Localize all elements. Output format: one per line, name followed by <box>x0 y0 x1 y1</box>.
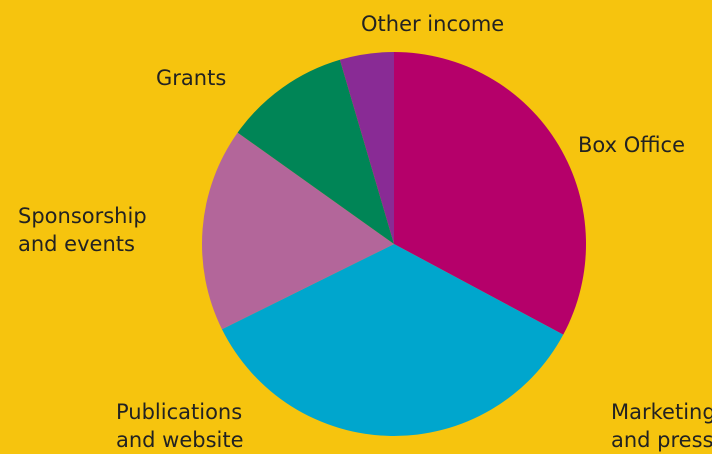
label-marketing-and-press: Marketing and press <box>611 400 712 452</box>
pie-slice-marketing-and-press <box>221 244 564 437</box>
pie-slice-other-income <box>339 52 394 244</box>
pie-slice-grants <box>237 59 394 245</box>
label-grants: Grants <box>156 66 227 90</box>
label-publications-and-website: Publications and website <box>116 400 244 452</box>
pie-slice-box-office <box>394 52 587 335</box>
label-other-income: Other income <box>361 12 505 36</box>
label-sponsorship-and-events: Sponsorship and events <box>18 204 147 256</box>
label-box-office: Box Office <box>578 133 686 157</box>
pie-slice-sponsorship-and-events <box>201 132 394 330</box>
